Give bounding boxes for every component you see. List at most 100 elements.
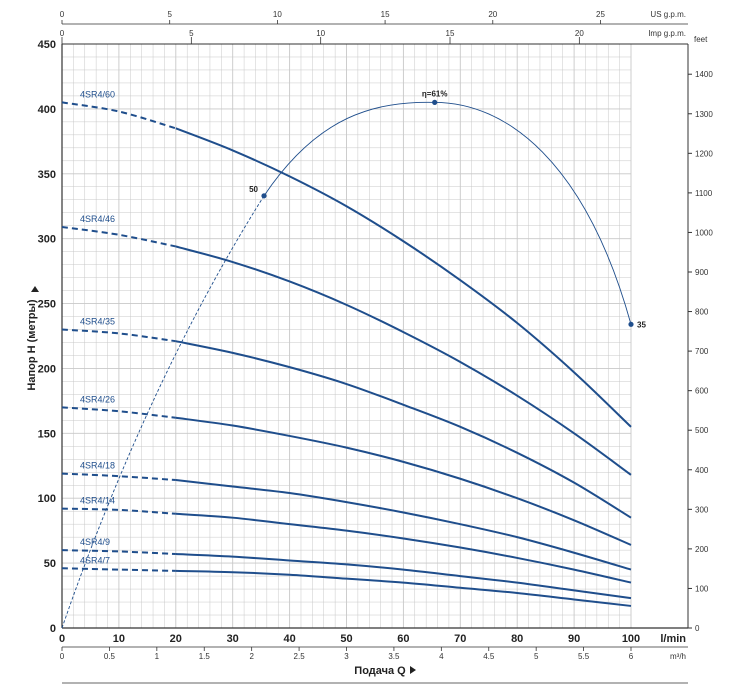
x-tick-label: 80 <box>511 633 523 645</box>
x2-tick-label: 2 <box>249 652 254 661</box>
y-tick-label: 150 <box>38 428 56 440</box>
y-tick-label: 0 <box>50 623 56 635</box>
efficiency-arc <box>263 101 632 325</box>
series-label: 4SR4/14 <box>80 496 115 506</box>
x2-axis-unit-label: m³/h <box>670 652 686 661</box>
x2-tick-label: 4.5 <box>483 652 495 661</box>
imp-gpm-tick-label: 10 <box>316 29 325 38</box>
imp-gpm-tick-label: 15 <box>446 29 455 38</box>
us-gpm-tick-label: 15 <box>381 10 390 19</box>
y-right-tick-label: 400 <box>695 466 709 475</box>
series-curve <box>175 479 632 571</box>
imp-gpm-axis-label: Imp g.p.m. <box>648 29 686 38</box>
x-tick-label: 60 <box>397 633 409 645</box>
x-tick-label: 90 <box>568 633 580 645</box>
y-right-tick-label: 1400 <box>695 70 713 79</box>
x2-tick-label: 2.5 <box>294 652 306 661</box>
series-curve <box>175 340 632 519</box>
grid <box>61 43 632 629</box>
y-right-axis-label: feet <box>694 35 708 44</box>
series-label: 4SR4/26 <box>80 394 115 404</box>
imp-gpm-tick-label: 5 <box>189 29 194 38</box>
x-tick-label: 100 <box>622 633 640 645</box>
x2-tick-label: 0 <box>60 652 65 661</box>
y-right-tick-label: 100 <box>695 584 709 593</box>
x-tick-label: 10 <box>113 633 125 645</box>
efficiency-curve <box>61 99 634 629</box>
series-curve <box>175 569 632 607</box>
y-right-tick-label: 1000 <box>695 228 713 237</box>
efficiency-point <box>261 193 267 199</box>
y-right-tick-label: 1200 <box>695 149 713 158</box>
series-dashed-segment <box>61 406 176 419</box>
x2-tick-label: 4 <box>439 652 444 661</box>
us-gpm-tick-label: 0 <box>60 10 65 19</box>
series-dashed-segment <box>61 549 176 556</box>
series-dashed-segment <box>61 507 176 515</box>
y-axis-title: Напор H (метры) <box>26 299 38 390</box>
series-dashed-segment <box>61 101 177 130</box>
efficiency-point <box>628 321 634 327</box>
efficiency-point-label: 35 <box>637 320 646 329</box>
y-tick-label: 300 <box>38 234 56 246</box>
y-axis-arrow-icon <box>31 286 39 292</box>
efficiency-dashed-segment <box>61 195 265 629</box>
x2-tick-label: 1.5 <box>199 652 211 661</box>
efficiency-point-label: 50 <box>249 185 258 194</box>
x-axis-arrow-icon <box>410 666 416 674</box>
x-tick-label: 70 <box>454 633 466 645</box>
y-tick-label: 400 <box>38 104 56 116</box>
us-gpm-axis-label: US g.p.m. <box>650 10 686 19</box>
imp-gpm-tick-label: 20 <box>575 29 584 38</box>
series-curve <box>175 416 632 546</box>
x2-tick-label: 5.5 <box>578 652 590 661</box>
y-tick-label: 100 <box>38 493 56 505</box>
series-curve <box>175 245 632 476</box>
x-tick-label: 20 <box>170 633 182 645</box>
x2-tick-label: 3 <box>344 652 349 661</box>
x-tick-label: 30 <box>227 633 239 645</box>
series-label: 4SR4/7 <box>80 555 110 565</box>
y-tick-label: 50 <box>44 558 56 570</box>
us-gpm-tick-label: 10 <box>273 10 282 19</box>
y-tick-label: 200 <box>38 363 56 375</box>
series-curve <box>175 553 632 600</box>
series-dashed-segment <box>61 225 177 248</box>
y-right-tick-label: 600 <box>695 387 709 396</box>
series-label: 4SR4/18 <box>80 461 115 471</box>
efficiency-point <box>432 99 438 105</box>
y-right-tick-label: 200 <box>695 545 709 554</box>
y-right-tick-label: 800 <box>695 308 709 317</box>
x2-tick-label: 3.5 <box>388 652 400 661</box>
x-axis-title: Подача Q <box>354 665 406 677</box>
y-right-tick-label: 900 <box>695 268 709 277</box>
x-tick-label: 40 <box>283 633 295 645</box>
series-label: 4SR4/9 <box>80 537 110 547</box>
series-dashed-segment <box>61 472 176 482</box>
x-tick-label: 0 <box>59 633 65 645</box>
axes <box>61 20 692 684</box>
x2-tick-label: 5 <box>534 652 539 661</box>
y-tick-label: 350 <box>38 169 56 181</box>
series-dashed-segment <box>61 567 176 572</box>
imp-gpm-tick-label: 0 <box>60 29 65 38</box>
y-right-tick-label: 1300 <box>695 110 713 119</box>
y-right-tick-label: 0 <box>695 624 700 633</box>
x-tick-label: 50 <box>340 633 352 645</box>
us-gpm-tick-label: 5 <box>167 10 172 19</box>
y-right-tick-label: 300 <box>695 505 709 514</box>
y-right-tick-label: 1100 <box>695 189 713 198</box>
series-curve <box>175 512 632 584</box>
x2-tick-label: 6 <box>629 652 634 661</box>
efficiency-point-label: η=61% <box>422 89 448 98</box>
x2-tick-label: 1 <box>155 652 160 661</box>
y-tick-label: 450 <box>38 39 56 51</box>
series-curve <box>175 127 632 428</box>
series-curves <box>61 101 632 607</box>
y-tick-label: 250 <box>38 299 56 311</box>
us-gpm-tick-label: 20 <box>488 10 497 19</box>
series-dashed-segment <box>61 328 176 343</box>
labels: 0501001502002503003504004500100200300400… <box>26 10 713 677</box>
